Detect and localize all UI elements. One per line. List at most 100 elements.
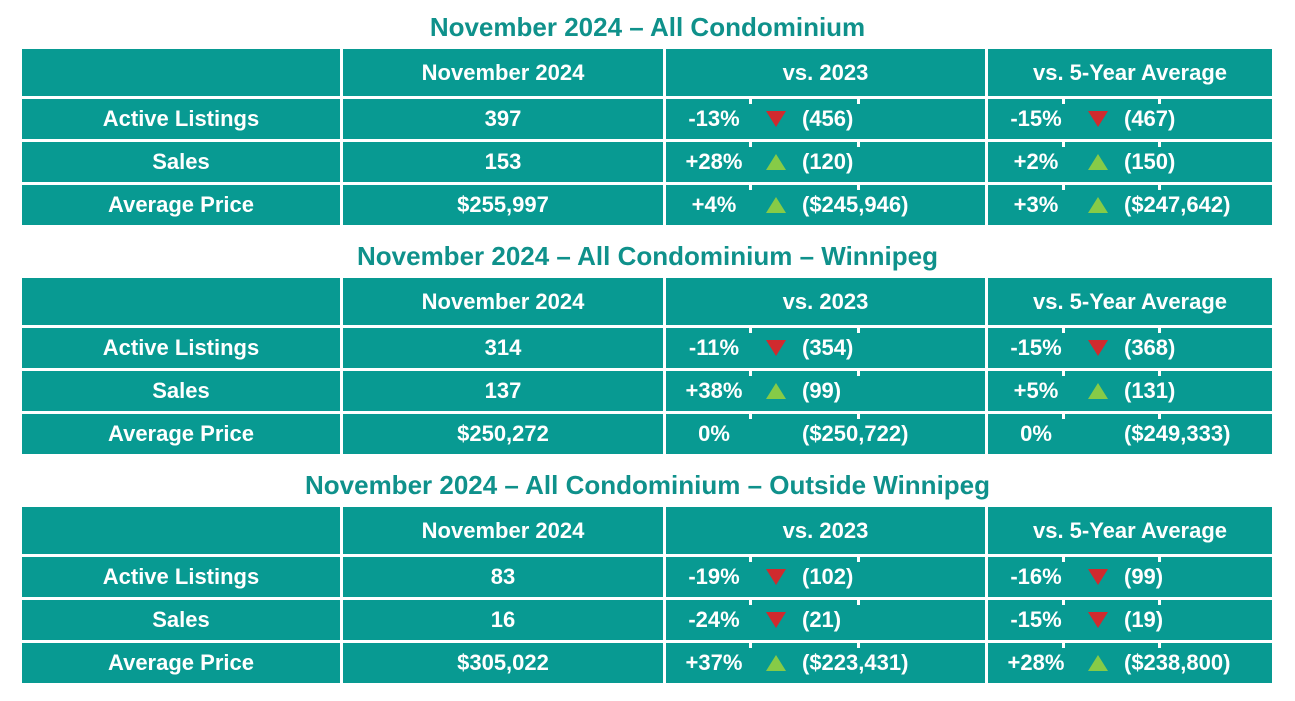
row-label-sales: Sales bbox=[22, 600, 340, 640]
comparison-value: (99) bbox=[802, 378, 842, 403]
trend-up-icon bbox=[1072, 197, 1124, 213]
trend-down-icon bbox=[1072, 340, 1124, 356]
header-cell-vs-5-year-average: vs. 5-Year Average bbox=[988, 278, 1272, 325]
row-label-average-price: Average Price bbox=[22, 185, 340, 225]
comparison-value: (99) bbox=[1124, 564, 1164, 589]
vs-5yr-cell: +5% (131) bbox=[988, 371, 1272, 411]
current-value-cell: 83 bbox=[343, 557, 663, 597]
comparison-value: ($238,800) bbox=[1124, 650, 1231, 675]
percent-change: -13% bbox=[688, 106, 740, 131]
comparison-value: (456) bbox=[802, 106, 854, 131]
trend-down-icon bbox=[1072, 111, 1124, 127]
header-cell-vs-2023: vs. 2023 bbox=[666, 507, 985, 554]
section-title: November 2024 – All Condominium bbox=[429, 12, 866, 42]
percent-change: +37% bbox=[685, 650, 743, 675]
current-value-cell: 16 bbox=[343, 600, 663, 640]
row-label-average-price: Average Price bbox=[22, 643, 340, 683]
percent-change: -19% bbox=[688, 564, 740, 589]
percent-change: -15% bbox=[1010, 607, 1062, 632]
header-cell-november-2024: November 2024 bbox=[343, 278, 663, 325]
trend-down-icon bbox=[750, 612, 802, 628]
current-value-cell: 314 bbox=[343, 328, 663, 368]
header-cell-november-2024: November 2024 bbox=[343, 507, 663, 554]
comparison-value: (354) bbox=[802, 335, 854, 360]
current-value-cell: 153 bbox=[343, 142, 663, 182]
percent-change: -15% bbox=[1010, 106, 1062, 131]
vs-5yr-cell: -16% (99) bbox=[988, 557, 1272, 597]
header-cell-vs-2023: vs. 2023 bbox=[666, 278, 985, 325]
percent-change: +5% bbox=[1013, 378, 1059, 403]
comparison-value: (21) bbox=[802, 607, 842, 632]
data-table-outside-winnipeg: November 2024 vs. 2023 vs. 5-Year Averag… bbox=[22, 507, 1272, 683]
trend-down-icon bbox=[1072, 569, 1124, 585]
percent-change: +28% bbox=[685, 149, 743, 174]
row-label-sales: Sales bbox=[22, 371, 340, 411]
percent-change: +38% bbox=[685, 378, 743, 403]
vs-2023-cell: +28% (120) bbox=[666, 142, 985, 182]
trend-up-icon bbox=[1072, 655, 1124, 671]
percent-change: +3% bbox=[1013, 192, 1059, 217]
percent-change: -15% bbox=[1010, 335, 1062, 360]
comparison-value: ($250,722) bbox=[802, 421, 909, 446]
vs-5yr-cell: -15% (467) bbox=[988, 99, 1272, 139]
percent-change: +2% bbox=[1013, 149, 1059, 174]
vs-5yr-cell: 0% ($249,333) bbox=[988, 414, 1272, 454]
current-value-cell: $305,022 bbox=[343, 643, 663, 683]
vs-2023-cell: -19% (102) bbox=[666, 557, 985, 597]
percent-change: -24% bbox=[688, 607, 740, 632]
percent-change: -16% bbox=[1010, 564, 1062, 589]
vs-5yr-cell: +2% (150) bbox=[988, 142, 1272, 182]
vs-2023-cell: +4% ($245,946) bbox=[666, 185, 985, 225]
row-label-active-listings: Active Listings bbox=[22, 557, 340, 597]
section-title: November 2024 – All Condominium – Outsid… bbox=[304, 470, 991, 500]
comparison-value: (120) bbox=[802, 149, 854, 174]
header-cell-vs-5-year-average: vs. 5-Year Average bbox=[988, 49, 1272, 96]
vs-2023-cell: +37% ($223,431) bbox=[666, 643, 985, 683]
percent-change: 0% bbox=[1020, 421, 1052, 446]
trend-down-icon bbox=[750, 111, 802, 127]
trend-up-icon bbox=[1072, 383, 1124, 399]
trend-up-icon bbox=[1072, 154, 1124, 170]
percent-change: -11% bbox=[688, 335, 740, 360]
percent-change: 0% bbox=[698, 421, 730, 446]
vs-5yr-cell: +3% ($247,642) bbox=[988, 185, 1272, 225]
trend-down-icon bbox=[1072, 612, 1124, 628]
vs-2023-cell: 0% ($250,722) bbox=[666, 414, 985, 454]
data-table-all-condominium: November 2024 vs. 2023 vs. 5-Year Averag… bbox=[22, 49, 1272, 225]
percent-change: +28% bbox=[1007, 650, 1065, 675]
section-title: November 2024 – All Condominium – Winnip… bbox=[356, 241, 938, 271]
comparison-value: (150) bbox=[1124, 149, 1176, 174]
comparison-value: (131) bbox=[1124, 378, 1176, 403]
trend-down-icon bbox=[750, 569, 802, 585]
current-value-cell: $250,272 bbox=[343, 414, 663, 454]
vs-5yr-cell: +28% ($238,800) bbox=[988, 643, 1272, 683]
comparison-value: ($247,642) bbox=[1124, 192, 1231, 217]
vs-2023-cell: -24% (21) bbox=[666, 600, 985, 640]
row-label-active-listings: Active Listings bbox=[22, 328, 340, 368]
current-value-cell: $255,997 bbox=[343, 185, 663, 225]
comparison-value: ($245,946) bbox=[802, 192, 909, 217]
trend-down-icon bbox=[750, 340, 802, 356]
row-label-active-listings: Active Listings bbox=[22, 99, 340, 139]
header-cell-empty bbox=[22, 507, 340, 554]
vs-5yr-cell: -15% (368) bbox=[988, 328, 1272, 368]
row-label-average-price: Average Price bbox=[22, 414, 340, 454]
trend-up-icon bbox=[750, 197, 802, 213]
data-table-winnipeg: November 2024 vs. 2023 vs. 5-Year Averag… bbox=[22, 278, 1272, 454]
comparison-value: ($223,431) bbox=[802, 650, 909, 675]
section-winnipeg: November 2024 – All Condominium – Winnip… bbox=[0, 241, 1295, 454]
comparison-value: (102) bbox=[802, 564, 854, 589]
trend-up-icon bbox=[750, 383, 802, 399]
percent-change: +4% bbox=[691, 192, 737, 217]
comparison-value: (368) bbox=[1124, 335, 1176, 360]
trend-up-icon bbox=[750, 154, 802, 170]
vs-5yr-cell: -15% (19) bbox=[988, 600, 1272, 640]
vs-2023-cell: -11% (354) bbox=[666, 328, 985, 368]
header-cell-empty bbox=[22, 278, 340, 325]
current-value-cell: 137 bbox=[343, 371, 663, 411]
header-cell-november-2024: November 2024 bbox=[343, 49, 663, 96]
comparison-value: (467) bbox=[1124, 106, 1176, 131]
current-value-cell: 397 bbox=[343, 99, 663, 139]
trend-up-icon bbox=[750, 655, 802, 671]
section-outside-winnipeg: November 2024 – All Condominium – Outsid… bbox=[0, 470, 1295, 683]
